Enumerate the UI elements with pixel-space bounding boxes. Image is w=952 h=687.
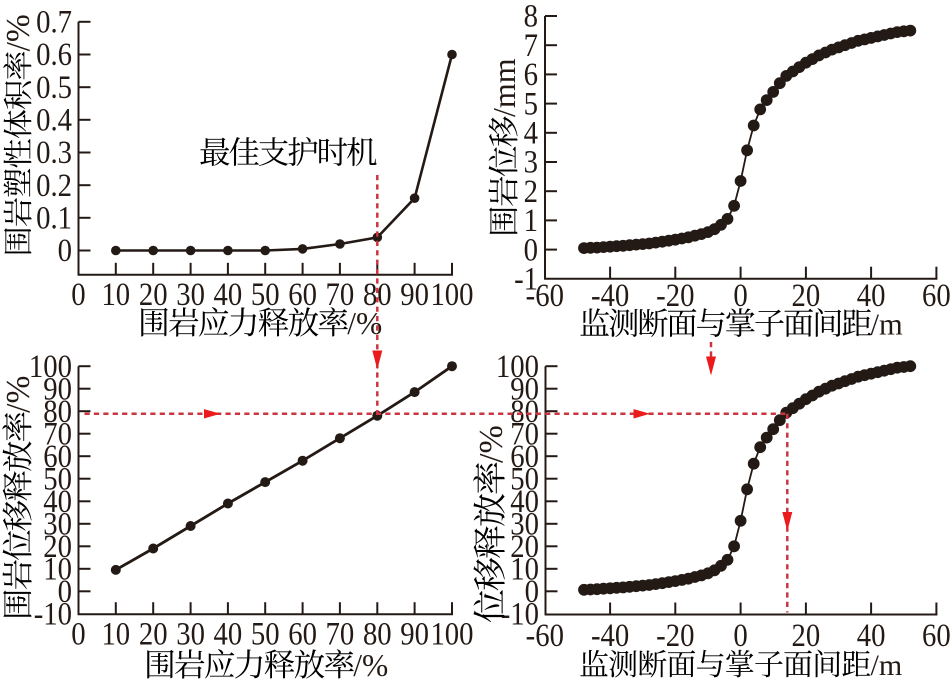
svg-text:20: 20: [139, 616, 168, 652]
svg-text:-60: -60: [526, 277, 564, 313]
svg-text:90: 90: [510, 370, 539, 406]
svg-text:100: 100: [29, 348, 72, 384]
svg-text:20: 20: [510, 528, 539, 564]
svg-text:40: 40: [857, 617, 886, 653]
svg-text:0.7: 0.7: [36, 4, 72, 40]
svg-text:80: 80: [510, 393, 539, 429]
svg-text:40: 40: [43, 483, 72, 519]
svg-text:0: 0: [71, 276, 85, 312]
svg-text:0: 0: [733, 617, 747, 653]
svg-text:70: 70: [326, 276, 355, 312]
svg-text:100: 100: [496, 348, 539, 384]
svg-text:/%: /%: [0, 14, 37, 51]
svg-text:0: 0: [71, 616, 85, 652]
svg-text:70: 70: [510, 415, 539, 451]
svg-text:30: 30: [176, 276, 205, 312]
svg-text:3: 3: [524, 144, 538, 180]
svg-text:0: 0: [58, 232, 72, 268]
svg-text:-1: -1: [514, 261, 538, 297]
svg-text:10: 10: [101, 276, 130, 312]
svg-text:40: 40: [857, 277, 886, 313]
svg-text:50: 50: [251, 616, 280, 652]
svg-text:90: 90: [400, 616, 429, 652]
svg-text:/%: /%: [353, 648, 388, 683]
svg-text:100: 100: [430, 616, 473, 652]
svg-text:-40: -40: [591, 617, 629, 653]
svg-text:10: 10: [101, 616, 130, 652]
svg-text:40: 40: [214, 616, 243, 652]
svg-text:-10: -10: [34, 596, 72, 632]
svg-text:6: 6: [524, 56, 538, 92]
svg-text:70: 70: [326, 616, 355, 652]
svg-text:/m: /m: [871, 308, 903, 342]
svg-text:0.3: 0.3: [36, 134, 72, 170]
svg-text:30: 30: [43, 506, 72, 542]
svg-text:4: 4: [524, 115, 538, 151]
svg-text:-60: -60: [526, 617, 564, 653]
svg-text:0.4: 0.4: [36, 102, 72, 138]
svg-text:40: 40: [214, 276, 243, 312]
svg-text:0.6: 0.6: [36, 36, 72, 72]
svg-text:90: 90: [400, 276, 429, 312]
svg-text:10: 10: [510, 551, 539, 587]
svg-text:0: 0: [733, 277, 747, 313]
svg-text:90: 90: [43, 370, 72, 406]
svg-text:10: 10: [43, 551, 72, 587]
svg-text:50: 50: [510, 460, 539, 496]
svg-text:/m: /m: [871, 649, 903, 682]
svg-text:60: 60: [510, 438, 539, 474]
svg-text:0: 0: [524, 231, 538, 267]
svg-text:60: 60: [922, 617, 951, 653]
svg-text:2: 2: [524, 173, 538, 209]
svg-text:60: 60: [43, 438, 72, 474]
svg-text:5: 5: [524, 85, 538, 121]
svg-text:0: 0: [58, 573, 72, 609]
svg-text:-20: -20: [656, 617, 694, 653]
svg-text:7: 7: [524, 27, 538, 63]
svg-text:100: 100: [430, 276, 473, 312]
svg-text:8: 8: [524, 0, 538, 34]
svg-text:20: 20: [139, 276, 168, 312]
svg-text:40: 40: [510, 483, 539, 519]
svg-text:70: 70: [43, 415, 72, 451]
svg-text:1: 1: [524, 202, 538, 238]
svg-text:0: 0: [525, 573, 539, 609]
svg-text:60: 60: [288, 616, 317, 652]
svg-text:20: 20: [792, 277, 821, 313]
svg-text:20: 20: [43, 528, 72, 564]
svg-text:/%: /%: [473, 425, 510, 463]
svg-text:0.1: 0.1: [36, 200, 72, 236]
svg-text:/%: /%: [0, 376, 37, 413]
svg-text:60: 60: [922, 277, 951, 313]
svg-text:50: 50: [251, 276, 280, 312]
svg-text:20: 20: [792, 617, 821, 653]
svg-text:80: 80: [363, 616, 392, 652]
svg-text:/mm: /mm: [486, 58, 522, 117]
svg-text:50: 50: [43, 460, 72, 496]
svg-text:-10: -10: [501, 596, 539, 632]
svg-text:0.2: 0.2: [36, 167, 72, 203]
svg-text:0.5: 0.5: [36, 69, 72, 105]
svg-text:-40: -40: [591, 277, 629, 313]
svg-text:30: 30: [510, 506, 539, 542]
svg-text:60: 60: [288, 276, 317, 312]
svg-text:80: 80: [43, 393, 72, 429]
svg-text:30: 30: [176, 616, 205, 652]
svg-text:-20: -20: [656, 277, 694, 313]
